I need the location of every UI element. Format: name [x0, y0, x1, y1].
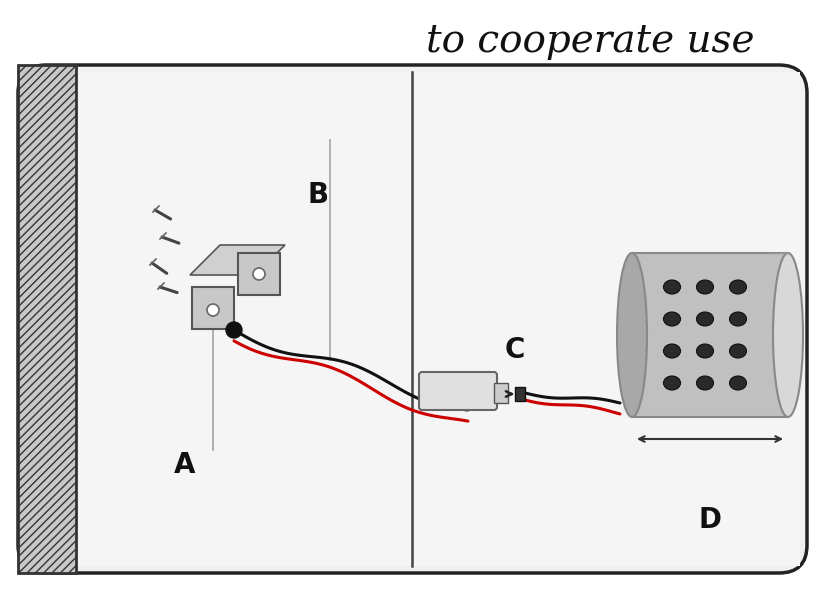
Text: C: C [505, 336, 526, 364]
Bar [632, 253, 788, 417]
Ellipse shape [696, 344, 714, 358]
Text: A: A [174, 451, 196, 479]
Ellipse shape [663, 280, 681, 294]
Ellipse shape [773, 253, 803, 417]
Circle shape [226, 322, 242, 338]
Text: D: D [699, 506, 722, 534]
Ellipse shape [663, 376, 681, 390]
Ellipse shape [663, 312, 681, 326]
FancyBboxPatch shape [419, 372, 497, 410]
Ellipse shape [729, 344, 747, 358]
Bar [192, 287, 234, 329]
Bar [494, 383, 508, 403]
Polygon shape [190, 245, 285, 275]
Ellipse shape [696, 280, 714, 294]
FancyBboxPatch shape [18, 65, 807, 573]
Ellipse shape [617, 253, 647, 417]
Ellipse shape [729, 376, 747, 390]
Circle shape [253, 268, 265, 280]
Text: to cooperate use: to cooperate use [426, 24, 754, 60]
Text: B: B [308, 181, 328, 209]
Ellipse shape [696, 312, 714, 326]
Bar [76, 72, 800, 566]
Bar [515, 387, 525, 401]
Ellipse shape [729, 312, 747, 326]
Ellipse shape [663, 344, 681, 358]
Bar [18, 65, 76, 573]
Ellipse shape [729, 280, 747, 294]
Bar [238, 253, 280, 295]
Ellipse shape [696, 376, 714, 390]
Circle shape [207, 304, 219, 316]
